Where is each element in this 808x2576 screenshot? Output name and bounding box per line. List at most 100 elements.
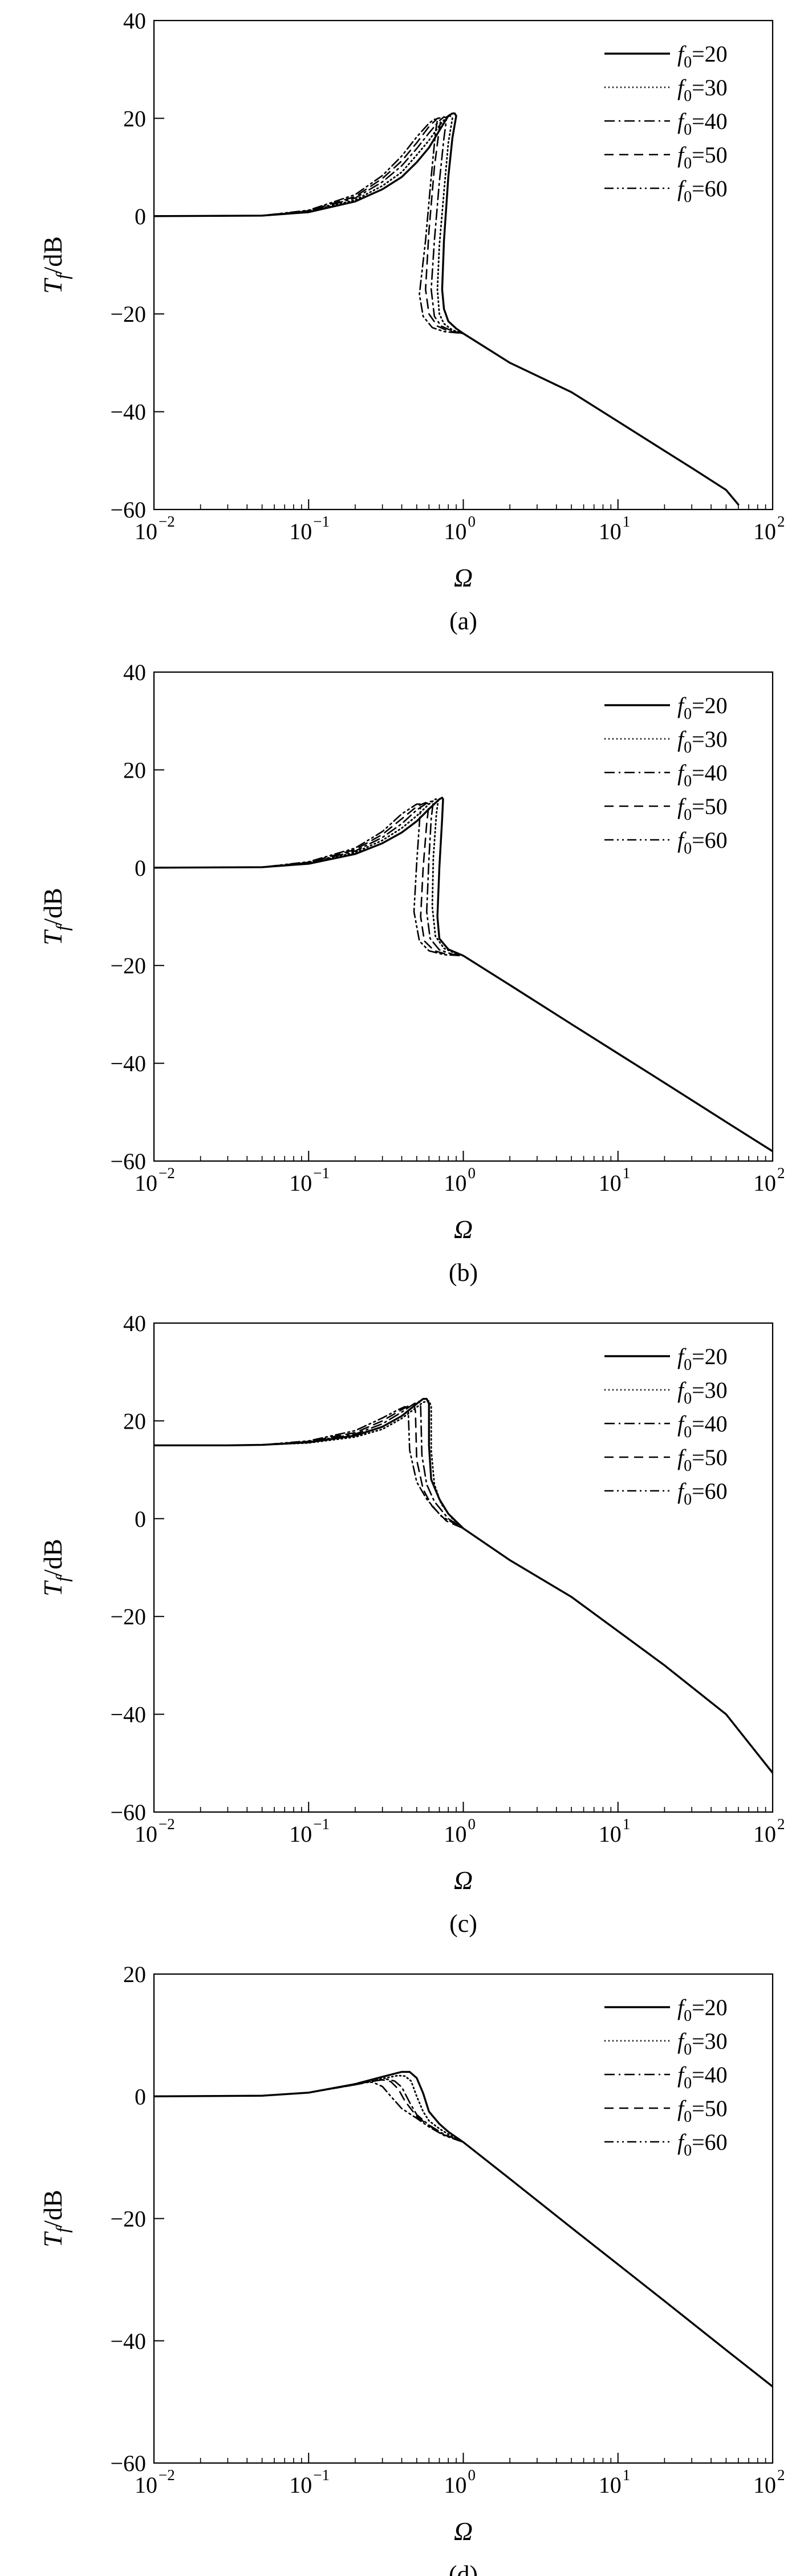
- x-tick-label: 10: [289, 1821, 312, 1847]
- y-tick-label: 20: [123, 1962, 146, 1987]
- x-tick-exponent: 2: [777, 1164, 785, 1182]
- y-tick-label: −60: [110, 2450, 146, 2476]
- x-tick-exponent: −1: [313, 2466, 330, 2484]
- y-tick-label: 0: [135, 204, 146, 229]
- x-axis-label: Ω: [454, 563, 473, 592]
- y-tick-label: 40: [123, 660, 146, 685]
- series-line-f0-50: [154, 802, 773, 1152]
- legend-label: f0=30: [677, 2028, 728, 2059]
- x-tick-label: 10: [444, 519, 467, 544]
- legend-label: f0=30: [677, 1377, 728, 1408]
- y-tick-label: 40: [123, 1311, 146, 1336]
- series-group: [154, 1398, 773, 1774]
- y-tick-label: −40: [110, 1051, 146, 1077]
- x-tick-exponent: 1: [623, 2466, 631, 2484]
- x-axis-label: Ω: [454, 1215, 473, 1244]
- series-line-f0-60: [154, 803, 773, 1152]
- series-line-f0-20: [154, 112, 740, 506]
- x-tick-label: 10: [444, 2472, 467, 2498]
- y-tick-label: −40: [110, 1702, 146, 1728]
- series-line-f0-40: [154, 116, 740, 506]
- y-axis-label: Tf/dB: [38, 888, 72, 945]
- legend-label: f0=50: [677, 794, 728, 824]
- x-tick-exponent: −2: [159, 513, 175, 530]
- legend-label: f0=20: [677, 1344, 728, 1374]
- y-tick-label: −40: [110, 2328, 146, 2354]
- x-axis-label: Ω: [454, 2517, 473, 2546]
- series-line-f0-30: [154, 2074, 773, 2388]
- y-tick-label: −20: [110, 301, 146, 327]
- x-axis-label: Ω: [454, 1866, 473, 1895]
- chart-panel-a: 10 −2 10 −1 10 0 10 1 10 240200−20−40−60ΩTf/dB(a)…: [38, 8, 785, 635]
- series-line-f0-40: [154, 800, 773, 1152]
- legend-label: f0=30: [677, 726, 728, 757]
- y-tick-label: 20: [123, 1408, 146, 1434]
- y-tick-label: −40: [110, 399, 146, 425]
- series-group: [154, 112, 740, 506]
- x-tick-exponent: 0: [468, 1815, 476, 1833]
- legend-label: f0=60: [677, 1478, 728, 1509]
- legend-label: f0=60: [677, 2129, 728, 2160]
- x-tick-exponent: −1: [313, 1815, 330, 1833]
- y-tick-label: 0: [135, 855, 146, 881]
- y-tick-label: 40: [123, 8, 146, 34]
- legend-label: f0=40: [677, 108, 728, 139]
- x-tick-exponent: −2: [159, 1815, 175, 1833]
- series-line-f0-50: [154, 2079, 773, 2388]
- chart-panel-c: 10 −2 10 −1 10 0 10 1 10 240200−20−40−60ΩTf/dB(c)…: [38, 1311, 785, 1938]
- x-tick-exponent: 1: [623, 1815, 631, 1833]
- legend-label: f0=30: [677, 75, 728, 105]
- legend-label: f0=20: [677, 41, 728, 71]
- legend-label: f0=40: [677, 1411, 728, 1441]
- y-tick-label: −60: [110, 1149, 146, 1174]
- x-tick-exponent: 0: [468, 1164, 476, 1182]
- x-tick-label: 10: [444, 1821, 467, 1847]
- y-tick-label: 20: [123, 106, 146, 131]
- series-line-f0-30: [154, 115, 740, 506]
- legend-label: f0=40: [677, 2062, 728, 2092]
- series-line-f0-60: [154, 1406, 773, 1774]
- y-tick-label: −20: [110, 2206, 146, 2232]
- x-tick-exponent: 0: [468, 513, 476, 530]
- x-tick-exponent: 2: [777, 1815, 785, 1833]
- x-tick-label: 10: [289, 1170, 312, 1196]
- x-tick-exponent: −2: [159, 1164, 175, 1182]
- series-line-f0-40: [154, 2078, 773, 2388]
- x-tick-exponent: 1: [623, 1164, 631, 1182]
- series-line-f0-60: [154, 118, 740, 506]
- x-tick-label: 10: [753, 519, 776, 544]
- legend-label: f0=50: [677, 142, 728, 172]
- x-tick-label: 10: [289, 2472, 312, 2498]
- x-tick-exponent: 2: [777, 513, 785, 530]
- x-tick-exponent: 1: [623, 513, 631, 530]
- x-tick-exponent: −2: [159, 2466, 175, 2484]
- y-axis-label: Tf/dB: [38, 236, 72, 294]
- series-group: [154, 2070, 773, 2388]
- y-tick-label: 20: [123, 757, 146, 783]
- y-tick-label: −60: [110, 497, 146, 523]
- x-tick-label: 10: [753, 1170, 776, 1196]
- legend-label: f0=20: [677, 1995, 728, 2025]
- series-line-f0-50: [154, 117, 740, 506]
- x-tick-label: 10: [289, 519, 312, 544]
- x-tick-label: 10: [135, 1821, 157, 1847]
- y-tick-label: −20: [110, 1604, 146, 1629]
- panel-caption: (c): [449, 1910, 477, 1938]
- y-tick-label: −20: [110, 953, 146, 978]
- legend-label: f0=50: [677, 1445, 728, 1475]
- x-tick-exponent: −1: [313, 1164, 330, 1182]
- chart-panel-b: 10 −2 10 −1 10 0 10 1 10 240200−20−40−60ΩTf/dB(b)…: [38, 660, 785, 1287]
- panel-caption: (b): [449, 1259, 478, 1287]
- series-group: [154, 796, 773, 1152]
- x-tick-label: 10: [753, 1821, 776, 1847]
- x-tick-exponent: 0: [468, 2466, 476, 2484]
- legend-label: f0=40: [677, 760, 728, 790]
- x-tick-label: 10: [135, 1170, 157, 1196]
- x-tick-label: 10: [599, 2472, 622, 2498]
- chart-panel-d: 10 −2 10 −1 10 0 10 1 10 2200−20−40−60ΩTf/dB(d)f0…: [38, 1962, 785, 2576]
